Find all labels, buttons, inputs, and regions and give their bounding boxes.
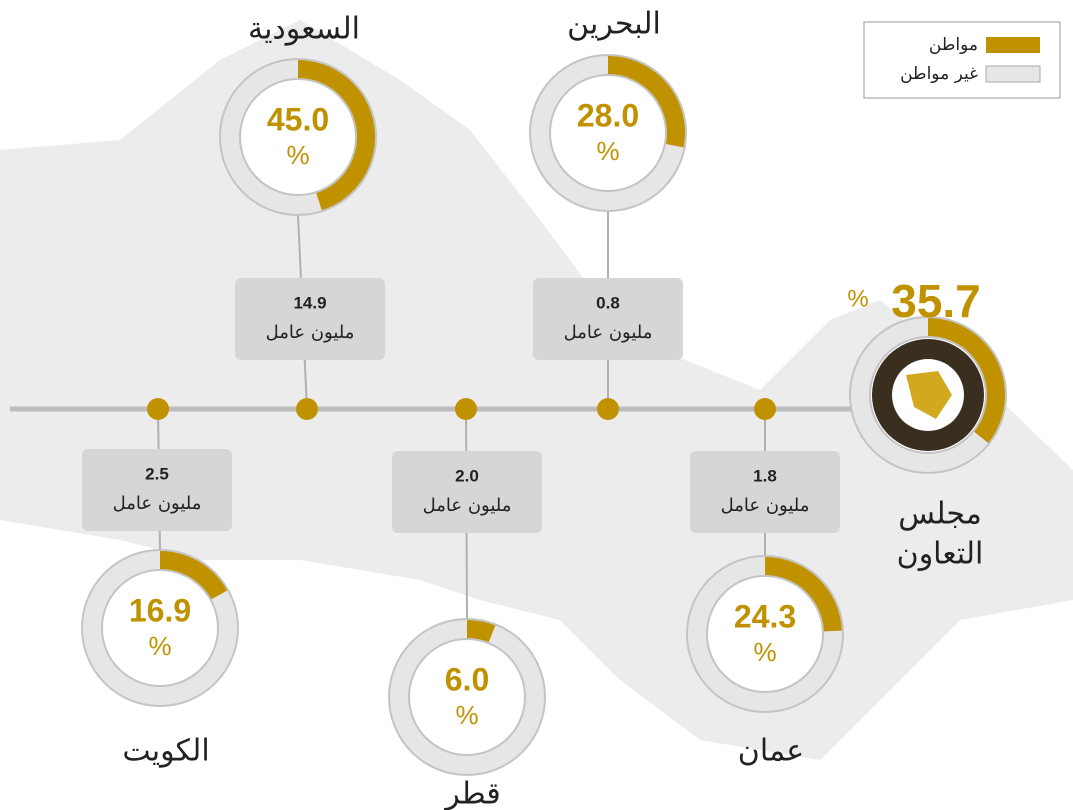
workers-value: 2.5 <box>145 464 169 483</box>
timeline-dot <box>147 398 169 420</box>
workers-box <box>235 278 385 360</box>
donut-arc <box>608 56 685 148</box>
workers-unit: مليون عامل <box>721 495 810 516</box>
unit-label: % <box>596 136 619 166</box>
timeline-dot <box>597 398 619 420</box>
legend-swatch <box>985 65 1041 83</box>
workers-value: 0.8 <box>596 293 620 312</box>
unit-label: % <box>753 637 776 667</box>
unit-label: % <box>148 631 171 661</box>
unit-label: % <box>286 140 309 170</box>
donut-outline <box>81 549 239 707</box>
country-name: الكويت <box>122 734 209 769</box>
total-unit: % <box>847 285 868 312</box>
workers-box <box>533 278 683 360</box>
value-label: 16.9 <box>129 592 191 628</box>
timeline-dot <box>455 398 477 420</box>
value-label: 24.3 <box>734 598 796 634</box>
legend: مواطن غير مواطن <box>863 21 1061 99</box>
legend-swatch <box>986 37 1040 53</box>
donut-arc <box>928 318 1005 443</box>
workers-value: 14.9 <box>293 293 326 312</box>
donut-outline <box>549 74 667 192</box>
workers-value: 1.8 <box>753 466 777 485</box>
donut-outline <box>529 54 687 212</box>
emblem-map <box>906 371 952 419</box>
donut-outline <box>408 638 526 756</box>
donut-outline <box>706 575 824 693</box>
donut-outline <box>849 316 1007 474</box>
workers-unit: مليون عامل <box>266 322 355 343</box>
country-name: السعودية <box>248 12 360 47</box>
legend-label: مواطن <box>929 35 978 55</box>
donut-outline <box>239 78 357 196</box>
donut-arc <box>160 551 228 600</box>
timeline-dot <box>754 398 776 420</box>
total-name: مجلس <box>898 497 982 532</box>
donut-outline <box>388 618 546 776</box>
donut-arc <box>298 60 375 211</box>
workers-unit: مليون عامل <box>423 495 512 516</box>
workers-unit: مليون عامل <box>113 493 202 514</box>
donut-outline <box>686 555 844 713</box>
workers-box <box>392 451 542 533</box>
workers-box <box>690 451 840 533</box>
timeline-dot <box>296 398 318 420</box>
donut-arc <box>467 620 496 643</box>
value-label: 28.0 <box>577 97 639 133</box>
workers-unit: مليون عامل <box>564 322 653 343</box>
total-value: 35.7 <box>891 275 981 327</box>
donut-arc <box>765 557 842 632</box>
unit-label: % <box>455 700 478 730</box>
value-label: 6.0 <box>445 661 489 697</box>
donut-outline <box>219 58 377 216</box>
value-label: 45.0 <box>267 101 329 137</box>
country-name: البحرين <box>567 7 661 42</box>
legend-label: غير مواطن <box>900 64 978 84</box>
workers-value: 2.0 <box>455 466 479 485</box>
country-name: قطر <box>443 777 501 810</box>
workers-box <box>82 449 232 531</box>
total-name: التعاون <box>897 537 984 572</box>
donut-outline <box>101 569 219 687</box>
legend-box <box>863 21 1061 99</box>
country-name: عمان <box>738 734 804 769</box>
